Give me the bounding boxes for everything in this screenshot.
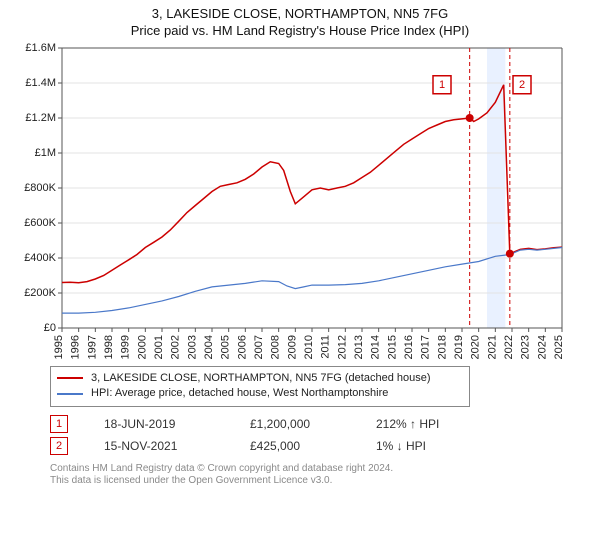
- svg-text:£1.2M: £1.2M: [25, 112, 56, 124]
- svg-text:2013: 2013: [353, 335, 365, 359]
- svg-text:2018: 2018: [436, 335, 448, 359]
- svg-text:1996: 1996: [70, 335, 82, 359]
- sale-rel-1: 212% ↑ HPI: [376, 417, 476, 431]
- svg-text:2021: 2021: [486, 335, 498, 359]
- svg-text:2010: 2010: [303, 335, 315, 359]
- legend-label-subject: 3, LAKESIDE CLOSE, NORTHAMPTON, NN5 7FG …: [91, 371, 431, 386]
- sale-callout-num-2: 2: [519, 79, 525, 91]
- attribution-line1: Contains HM Land Registry data © Crown c…: [50, 463, 590, 476]
- legend-row-hpi: HPI: Average price, detached house, West…: [57, 386, 463, 401]
- sale-row-2: 2 15-NOV-2021 £425,000 1% ↓ HPI: [50, 435, 590, 457]
- svg-text:2011: 2011: [320, 335, 332, 359]
- sales-table: 1 18-JUN-2019 £1,200,000 212% ↑ HPI 2 15…: [50, 413, 590, 457]
- svg-text:£600K: £600K: [24, 217, 56, 229]
- svg-text:2008: 2008: [270, 335, 282, 359]
- svg-text:2017: 2017: [420, 335, 432, 359]
- svg-text:1997: 1997: [86, 335, 98, 359]
- svg-text:2020: 2020: [470, 335, 482, 359]
- svg-text:2009: 2009: [286, 335, 298, 359]
- legend-swatch-hpi: [57, 393, 83, 395]
- svg-text:2016: 2016: [403, 335, 415, 359]
- sale-date-2: 15-NOV-2021: [104, 439, 214, 453]
- legend-row-subject: 3, LAKESIDE CLOSE, NORTHAMPTON, NN5 7FG …: [57, 371, 463, 386]
- svg-text:2015: 2015: [386, 335, 398, 359]
- svg-text:2007: 2007: [253, 335, 265, 359]
- svg-text:2000: 2000: [136, 335, 148, 359]
- svg-text:2003: 2003: [186, 335, 198, 359]
- sale-dot-1: [466, 114, 474, 122]
- sale-price-1: £1,200,000: [250, 417, 340, 431]
- svg-text:£200K: £200K: [24, 287, 56, 299]
- sale-index-2: 2: [50, 437, 68, 455]
- svg-text:2023: 2023: [520, 335, 532, 359]
- price-chart: £0 £200K £400K £600K £800K £1M £1.2M £1.4M £1.6M…: [10, 42, 570, 362]
- svg-text:2014: 2014: [370, 335, 382, 359]
- attribution-line2: This data is licensed under the Open Gov…: [50, 475, 590, 488]
- sale-price-2: £425,000: [250, 439, 340, 453]
- sale-index-1: 1: [50, 415, 68, 433]
- svg-text:1999: 1999: [120, 335, 132, 359]
- svg-text:2002: 2002: [170, 335, 182, 359]
- svg-text:£1.4M: £1.4M: [25, 77, 56, 89]
- svg-text:2019: 2019: [453, 335, 465, 359]
- svg-text:£1.6M: £1.6M: [25, 42, 56, 54]
- svg-text:2025: 2025: [553, 335, 565, 359]
- svg-text:1995: 1995: [53, 335, 65, 359]
- sale-rel-2: 1% ↓ HPI: [376, 439, 476, 453]
- svg-text:1998: 1998: [103, 335, 115, 359]
- svg-text:£800K: £800K: [24, 182, 56, 194]
- sale-date-1: 18-JUN-2019: [104, 417, 214, 431]
- svg-text:2024: 2024: [536, 335, 548, 359]
- legend-label-hpi: HPI: Average price, detached house, West…: [91, 386, 388, 401]
- legend-swatch-subject: [57, 377, 83, 379]
- svg-text:2004: 2004: [203, 335, 215, 359]
- legend-box: 3, LAKESIDE CLOSE, NORTHAMPTON, NN5 7FG …: [50, 366, 470, 407]
- sale-dot-2: [506, 249, 514, 257]
- svg-text:2022: 2022: [503, 335, 515, 359]
- attribution: Contains HM Land Registry data © Crown c…: [50, 463, 590, 488]
- svg-text:2006: 2006: [236, 335, 248, 359]
- sale-callout-num-1: 1: [439, 79, 445, 91]
- svg-text:2012: 2012: [336, 335, 348, 359]
- svg-text:2001: 2001: [153, 335, 165, 359]
- svg-text:£1M: £1M: [35, 147, 56, 159]
- svg-text:£0: £0: [44, 322, 56, 334]
- chart-title: 3, LAKESIDE CLOSE, NORTHAMPTON, NN5 7FG: [10, 6, 590, 23]
- sale-row-1: 1 18-JUN-2019 £1,200,000 212% ↑ HPI: [50, 413, 590, 435]
- svg-text:£400K: £400K: [24, 252, 56, 264]
- chart-subtitle: Price paid vs. HM Land Registry's House …: [10, 23, 590, 40]
- svg-text:2005: 2005: [220, 335, 232, 359]
